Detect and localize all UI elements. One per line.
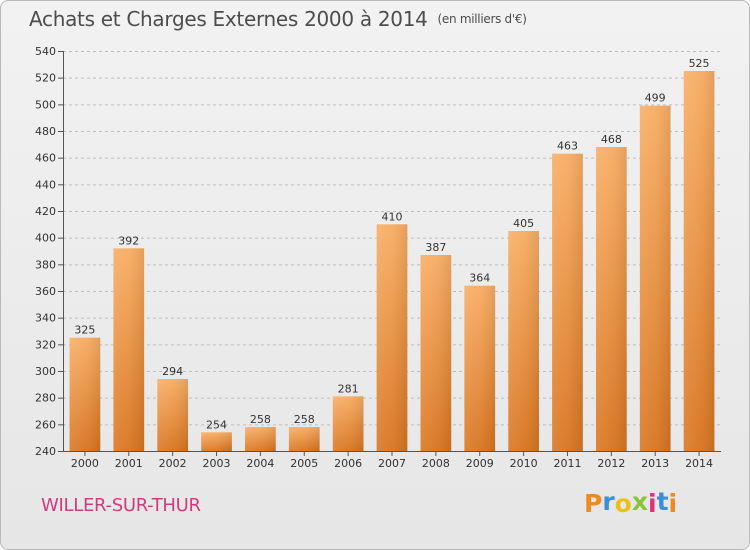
x-tick-label: 2008: [422, 457, 450, 470]
bar-sheen-2003: [201, 432, 232, 451]
bar-sheen-2001: [113, 248, 145, 451]
logo-letter: t: [656, 487, 669, 516]
y-tick-label: 280: [35, 392, 56, 405]
data-label: 387: [425, 241, 446, 254]
chart-subtitle: (en milliers d'€): [437, 12, 527, 26]
x-tick-label: 2005: [290, 457, 318, 470]
bar-sheen-2012: [595, 147, 627, 451]
x-tick-label: 2012: [597, 457, 625, 470]
bar-sheen-2008: [420, 255, 452, 451]
x-tick-label: 2004: [246, 457, 274, 470]
logo-letter: r: [602, 487, 615, 516]
x-tick-label: 2001: [115, 457, 143, 470]
data-label: 463: [557, 140, 578, 153]
bars: [69, 71, 715, 452]
bar-sheen-2004: [245, 427, 276, 451]
bar-sheen-2011: [552, 153, 583, 451]
data-label: 258: [250, 413, 271, 426]
bar-sheen-2007: [376, 224, 408, 451]
bar-sheen-2009: [464, 285, 496, 451]
x-tick-label: 2009: [466, 457, 494, 470]
y-tick-label: 480: [35, 125, 56, 138]
y-tick-label: 440: [35, 178, 56, 191]
y-tick-label: 380: [35, 258, 56, 271]
data-label: 281: [338, 382, 359, 395]
x-tick-label: 2011: [553, 457, 581, 470]
y-tick-label: 460: [35, 152, 56, 165]
bar-sheen-2006: [332, 396, 364, 451]
data-label: 468: [601, 133, 622, 146]
bar-sheen-2013: [639, 105, 671, 452]
chart-title: Achats et Charges Externes 2000 à 2014 (e…: [29, 7, 527, 31]
logo-letter: P: [584, 489, 603, 518]
chart-title-text: Achats et Charges Externes 2000 à 2014: [29, 7, 428, 31]
data-labels: 325 392 294 254 258 258 281 410 387 364 405 463 468 4…: [74, 57, 709, 431]
bar-sheen-2010: [508, 231, 539, 451]
proxiti-logo: Proxiti: [584, 487, 678, 518]
x-tick-label: 2002: [159, 457, 187, 470]
logo-letter: i: [668, 489, 678, 518]
y-tick-label: 520: [35, 72, 56, 85]
y-tick-label: 500: [35, 98, 56, 111]
commune-name: WILLER-SUR-THUR: [41, 495, 201, 516]
data-label: 294: [162, 365, 183, 378]
data-label: 525: [689, 57, 710, 70]
x-tick-label: 2010: [510, 457, 538, 470]
x-tick-label: 2000: [71, 457, 99, 470]
data-label: 325: [74, 324, 95, 337]
y-tick-label: 340: [35, 312, 56, 325]
x-tick-label: 2006: [334, 457, 362, 470]
data-label: 254: [206, 418, 227, 431]
data-label: 410: [382, 210, 403, 223]
y-tick-label: 420: [35, 205, 56, 218]
data-label: 499: [645, 92, 666, 105]
x-tick-label: 2003: [203, 457, 231, 470]
bar-sheen-2002: [157, 379, 189, 451]
x-tick-label: 2014: [685, 457, 713, 470]
bar-sheen-2014: [683, 71, 715, 451]
bar-sheen-2005: [288, 427, 320, 451]
y-tick-label: 540: [35, 45, 56, 58]
x-tick-label: 2007: [378, 457, 406, 470]
x-tick-label: 2013: [641, 457, 669, 470]
logo-letter: i: [648, 489, 657, 518]
data-label: 392: [118, 234, 139, 247]
y-tick-label: 360: [35, 285, 56, 298]
y-tick-label: 240: [35, 445, 56, 458]
data-label: 364: [469, 272, 490, 285]
logo-letter: x: [631, 487, 648, 516]
data-label: 258: [294, 413, 315, 426]
axes: 240 260 280 300 320 340 360 380 400 420 440 460 480 5…: [35, 45, 721, 470]
y-tick-label: 400: [35, 232, 56, 245]
logo-letter: o: [614, 489, 632, 518]
y-tick-label: 320: [35, 338, 56, 351]
bar-sheen-2000: [69, 337, 101, 451]
y-tick-label: 300: [35, 365, 56, 378]
y-tick-label: 260: [35, 418, 56, 431]
data-label: 405: [513, 217, 534, 230]
